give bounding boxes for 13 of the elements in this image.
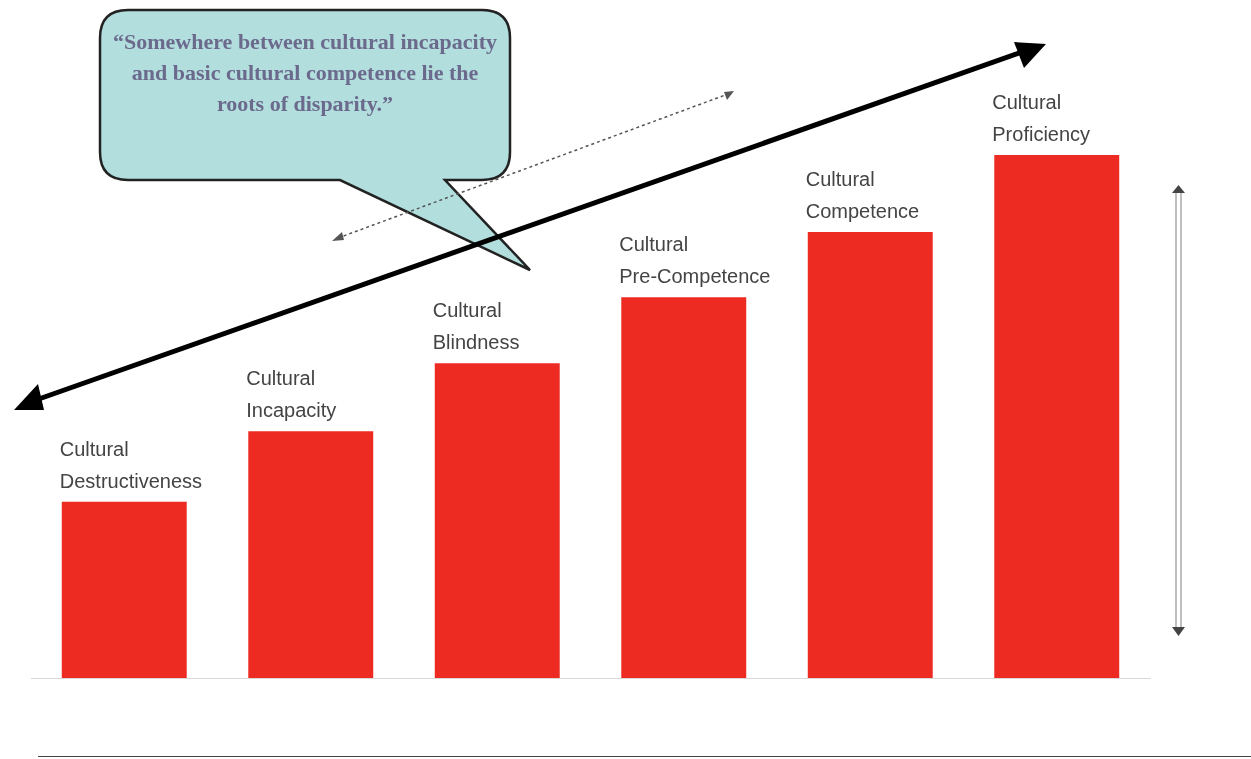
x-tick-label: Cultural Incapacity [246,367,337,422]
text: “Somewhere between cultural incapacity and basic cultural competence lie the roots of disparity.” [112,28,498,118]
bar [994,155,1120,678]
bar [621,297,747,678]
x-tick-label: Cultural Destructiveness [59,437,203,492]
x-tick-label: Cultural Blindness [432,299,520,354]
x-tick-label: Cultural Competence [805,167,920,222]
x-tick-label: Cultural Pre-Competence [619,233,771,288]
bar [61,501,187,678]
bar [248,431,374,678]
bar [807,231,933,678]
x-tick-label: Cultural Proficiency [992,91,1091,145]
bar [434,363,560,678]
